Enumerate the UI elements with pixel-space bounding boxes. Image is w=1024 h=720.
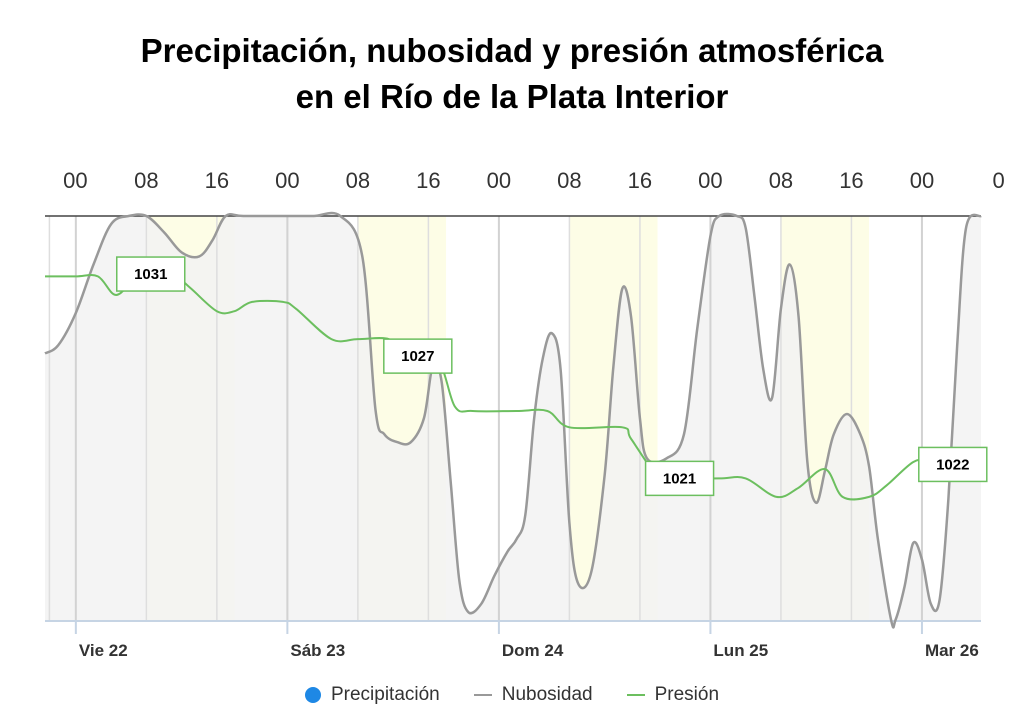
pressure-label-text: 1027 [401,348,434,365]
pressure-label-1031: 1031 [116,256,186,292]
axes [45,215,981,634]
hour-tick-label-3: 00 [275,168,299,193]
pressure-label-box [383,338,453,374]
nubosidad-area [45,213,981,628]
pressure-label-text: 1022 [936,456,969,473]
legend-label-presion: Presión [654,684,720,705]
hour-tick-label-6: 00 [487,168,511,193]
pressure-label-1027: 1027 [383,338,453,374]
pressure-label-text: 1031 [134,266,167,283]
hour-tick-label-7: 08 [557,168,581,193]
legend: Precipitación Nubosidad Presión [0,684,1024,706]
chart-title-line-2: en el Río de la Plata Interior [295,78,729,115]
hour-tick-label-0: 00 [63,168,87,193]
day-tick-label-4: Mar 26 [925,641,979,660]
hour-tick-label-2: 16 [205,168,229,193]
legend-label-nubosidad: Nubosidad [501,684,593,705]
pressure-label-1022: 1022 [918,446,988,483]
legend-item-precipitacion[interactable]: Precipitación [304,684,440,706]
pressure-labels: 1031 1027 1021 1022 [116,256,988,497]
pressure-label-1021: 1021 [644,460,715,497]
hour-tick-label-5: 16 [416,168,440,193]
nubosidad-line-icon [473,694,492,696]
nubosidad-area-fill [45,213,981,628]
legend-label-precipitacion: Precipitación [330,684,440,705]
legend-item-nubosidad[interactable]: Nubosidad [473,684,593,706]
pressure-label-box [918,446,988,483]
presion-line-icon [626,694,645,696]
day-tick-label-1: Sáb 23 [290,641,345,660]
hour-tick-label-8: 16 [628,168,652,193]
day-tick-label-2: Dom 24 [502,641,564,660]
hour-tick-label-1: 08 [134,168,158,193]
legend-item-presion[interactable]: Presión [626,684,720,706]
hour-tick-label-11: 16 [839,168,863,193]
day-tick-label-3: Lun 25 [713,641,768,660]
hour-tick-label-10: 08 [769,168,793,193]
chart-title: Precipitación, nubosidad y presión atmos… [0,28,1024,120]
day-tick-label-0: Vie 22 [79,641,128,660]
precipitacion-dot-icon [304,687,321,703]
pressure-label-text: 1021 [663,470,696,487]
pressure-label-box [644,460,715,497]
hour-tick-label-12: 00 [910,168,934,193]
hour-tick-label-13: 0 [992,168,1004,193]
chart-plot: 1031 1027 1021 1022 00 08 16 00 08 16 00 08 16 00 08 1… [44,168,1005,660]
gridlines [48,216,923,620]
nubosidad-line [44,211,982,629]
hour-tick-label-9: 00 [698,168,722,193]
chart-title-line-1: Precipitación, nubosidad y presión atmos… [140,32,884,69]
pressure-label-box [116,256,186,292]
hour-tick-label-4: 08 [346,168,370,193]
